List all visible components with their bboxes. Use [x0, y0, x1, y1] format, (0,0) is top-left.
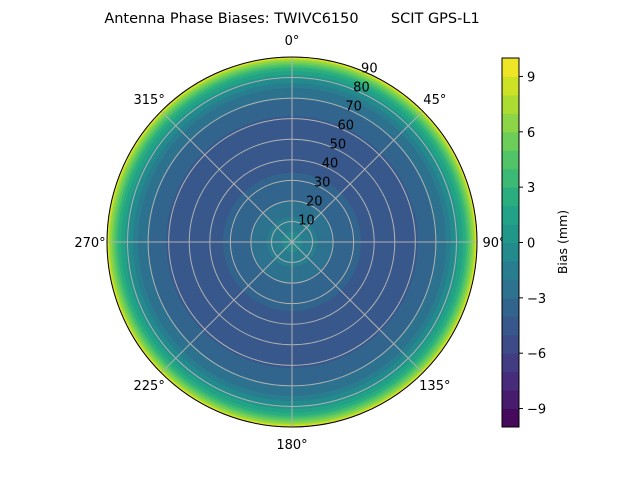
- r-tick-label: 90: [361, 61, 378, 76]
- r-tick-label: 80: [353, 80, 370, 95]
- r-tick-label: 30: [314, 175, 331, 190]
- r-tick-label: 60: [337, 118, 354, 133]
- colorbar-segment: [502, 168, 519, 188]
- r-tick-label: 10: [298, 213, 315, 228]
- colorbar-segment: [502, 260, 519, 280]
- colorbar-tick-label: −3: [527, 292, 546, 307]
- colorbar-tick-label: 3: [527, 181, 535, 196]
- polar-frame: [106, 56, 478, 428]
- polar-grid: [106, 56, 478, 428]
- theta-tick-label: 315°: [134, 93, 165, 108]
- colorbar-segment: [502, 113, 519, 133]
- r-tick-labels: 10 20 30 40 50 60 70 80 90: [298, 61, 377, 228]
- theta-gridline: [160, 241, 293, 374]
- theta-gridline: [291, 241, 424, 374]
- colorbar-segment: [502, 131, 519, 151]
- colorbar-tick-label: 0: [527, 237, 535, 252]
- theta-tick-label: 270°: [74, 236, 105, 251]
- colorbar-segment: [502, 58, 519, 77]
- colorbar-segment: [502, 242, 519, 262]
- colorbar-segment: [502, 371, 519, 391]
- colorbar-segment: [502, 334, 519, 354]
- r-tick-label: 20: [306, 194, 323, 209]
- theta-tick-label: 180°: [276, 438, 307, 453]
- theta-tick-label: 0°: [285, 34, 300, 49]
- colorbar-segment: [502, 94, 519, 114]
- colorbar-segment: [502, 279, 519, 299]
- colorbar-label: Bias (mm): [555, 210, 570, 274]
- colorbar-segment: [502, 390, 519, 410]
- theta-gridline: [291, 110, 424, 243]
- r-tick-label: 50: [330, 137, 347, 152]
- colorbar-tick-label: −6: [527, 347, 546, 362]
- colorbar-segment: [502, 150, 519, 170]
- theta-gridline: [160, 110, 293, 243]
- colorbar-tick-label: −9: [527, 403, 546, 418]
- colorbar-segment: [502, 353, 519, 373]
- colorbar-segment: [502, 408, 519, 428]
- colorbar-segment: [502, 205, 519, 225]
- r-tick-label: 70: [345, 99, 362, 114]
- colorbar-segment: [502, 224, 519, 243]
- theta-tick-label: 225°: [134, 379, 165, 394]
- colorbar-tick-label: 6: [527, 126, 535, 141]
- theta-tick-labels: 0° 45° 90° 135° 180° 225° 270° 315°: [74, 34, 505, 453]
- colorbar-segment: [502, 297, 519, 317]
- colorbar-tick-label: 9: [527, 70, 535, 85]
- colorbar: −9 −6 −3 0 3 6 9: [501, 57, 546, 428]
- chart-title: Antenna Phase Biases: TWIVC6150 SCIT GPS…: [104, 11, 479, 27]
- colorbar-segment: [502, 76, 519, 96]
- colorbar-segment: [502, 316, 519, 336]
- theta-tick-label: 90°: [482, 236, 505, 251]
- colorbar-segment: [502, 187, 519, 207]
- theta-tick-label: 135°: [419, 379, 450, 394]
- r-tick-label: 40: [322, 156, 339, 171]
- theta-tick-label: 45°: [423, 93, 446, 108]
